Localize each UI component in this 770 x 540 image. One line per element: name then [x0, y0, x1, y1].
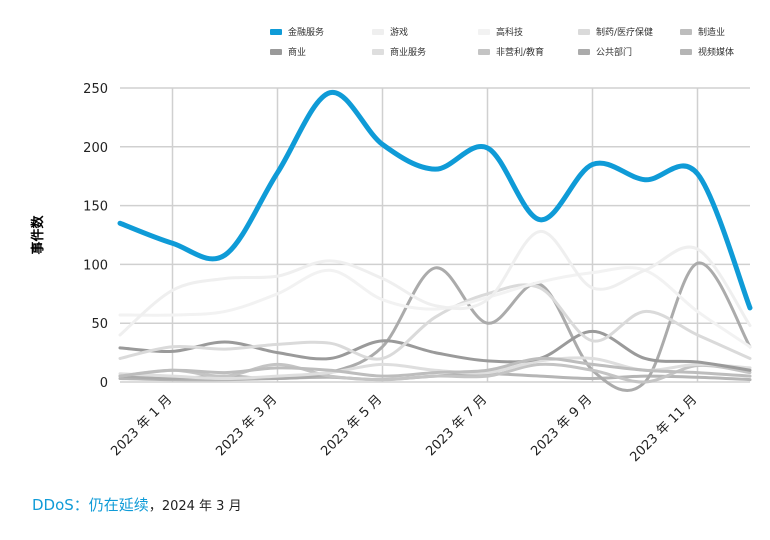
legend-swatch — [270, 49, 282, 55]
legend-label: 商业 — [288, 46, 306, 58]
series-line — [118, 356, 752, 378]
legend-label: 商业服务 — [390, 46, 426, 58]
series-line — [118, 329, 752, 372]
series-line — [118, 229, 752, 337]
legend-label: 制药/医疗保健 — [596, 26, 653, 38]
legend-label: 非营利/教育 — [496, 46, 544, 58]
legend-label: 高科技 — [496, 26, 523, 38]
footer-subtitle: ，2024 年 3 月 — [149, 499, 242, 514]
x-tick-label: 2023 年 7 月 — [423, 392, 490, 459]
y-tick-label: 0 — [100, 376, 108, 391]
legend-swatch — [270, 29, 282, 35]
legend-swatch — [578, 29, 590, 35]
legend-swatch — [680, 29, 692, 35]
legend-swatch — [372, 49, 384, 55]
y-tick-label: 50 — [91, 317, 108, 332]
y-tick-label: 200 — [83, 141, 108, 156]
y-tick-label: 100 — [83, 258, 108, 273]
series-line — [118, 362, 752, 384]
y-tick-label: 250 — [83, 82, 108, 97]
legend-swatch — [478, 29, 490, 35]
legend-label: 游戏 — [390, 26, 408, 38]
legend-label: 制造业 — [698, 26, 725, 38]
legend-swatch — [372, 29, 384, 35]
x-tick-label: 2023 年 9 月 — [528, 392, 595, 459]
y-axis-label: 事件数 — [30, 215, 46, 255]
y-tick-label: 150 — [83, 200, 108, 215]
legend-label: 视频媒体 — [698, 46, 734, 58]
x-tick-label: 2023 年 3 月 — [213, 392, 280, 459]
legend-swatch — [578, 49, 590, 55]
legend-label: 公共部门 — [596, 46, 632, 58]
x-tick-label: 2023 年 5 月 — [318, 392, 385, 459]
series-line — [118, 261, 752, 392]
x-tick-label: 2023 年 1 月 — [108, 392, 175, 459]
footer-title: DDoS：仍在延续 — [32, 496, 149, 514]
legend-swatch — [680, 49, 692, 55]
series-line — [118, 283, 752, 361]
legend-label: 金融服务 — [288, 26, 324, 38]
legend-swatch — [478, 49, 490, 55]
x-tick-label: 2023 年 11 月 — [627, 392, 700, 465]
series-line — [117, 90, 753, 311]
footer: DDoS：仍在延续，2024 年 3 月 — [32, 496, 242, 514]
